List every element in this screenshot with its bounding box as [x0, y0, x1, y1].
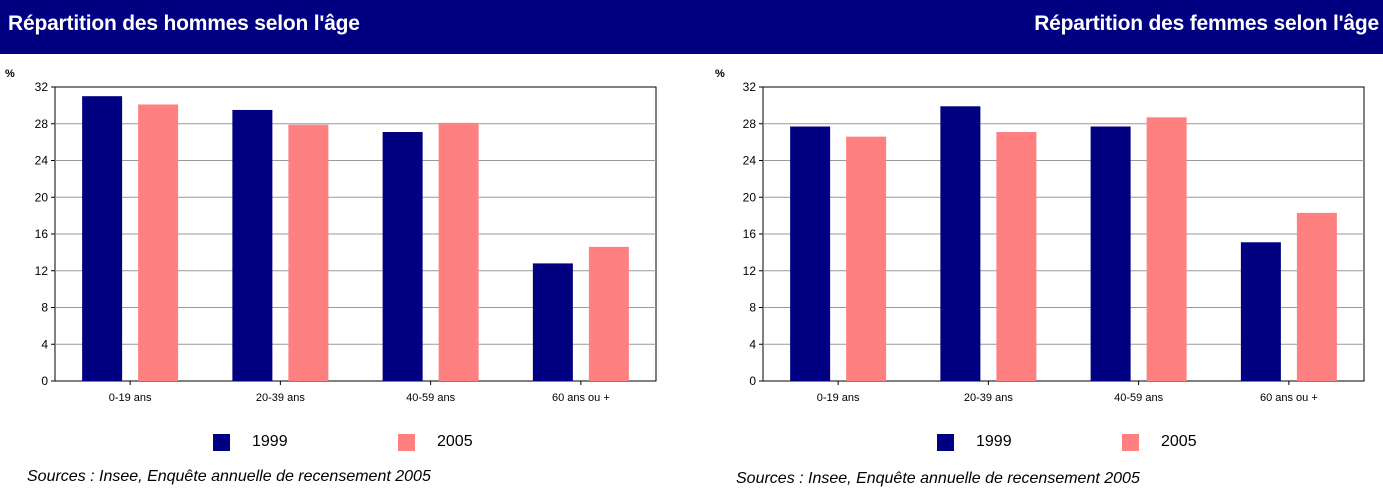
y-tick-label: 0 [41, 374, 48, 388]
bar-1999-4 [532, 263, 573, 381]
legend-label-1999: 1999 [252, 433, 288, 450]
bar-2005-1 [138, 104, 179, 382]
legend-swatch-2005 [1122, 433, 1139, 451]
bar-1999-3 [382, 132, 423, 381]
header-bar: Répartition des hommes selon l'âge Répar… [0, 0, 1383, 54]
x-tick-label: 0-19 ans [817, 392, 860, 404]
y-tick-label: 24 [35, 154, 49, 168]
legend-swatch-1999 [213, 433, 230, 451]
legend-item-1999: 1999 [213, 430, 288, 454]
bar-1999-1 [790, 126, 831, 381]
x-tick-label: 20-39 ans [256, 392, 305, 404]
bar-2005-1 [846, 136, 887, 381]
bar-1999-2 [232, 109, 273, 381]
y-axis-label: % [715, 68, 725, 80]
bar-2005-2 [288, 124, 329, 381]
bar-2005-4 [1296, 212, 1337, 381]
legend-label-2005: 2005 [437, 433, 473, 450]
y-tick-label: 16 [35, 227, 49, 241]
legend-men: 1999 2005 [0, 430, 690, 454]
y-tick-label: 24 [743, 154, 757, 168]
x-tick-label: 40-59 ans [1114, 392, 1163, 404]
chart-title-women: Répartition des femmes selon l'âge [1034, 12, 1379, 35]
x-tick-label: 60 ans ou + [1260, 392, 1318, 404]
chart-title-men: Répartition des hommes selon l'âge [8, 12, 360, 35]
y-tick-label: 0 [749, 374, 756, 388]
y-tick-label: 20 [743, 190, 757, 204]
bar-2005-3 [1146, 117, 1187, 381]
y-tick-label: 28 [35, 117, 49, 131]
y-tick-label: 20 [35, 190, 49, 204]
y-tick-label: 12 [35, 264, 49, 278]
legend-swatch-1999 [937, 433, 954, 451]
legend-item-2005: 2005 [1122, 430, 1197, 454]
x-tick-label: 20-39 ans [964, 392, 1013, 404]
source-note-men: Sources : Insee, Enquête annuelle de rec… [27, 468, 431, 485]
legend-item-1999: 1999 [937, 430, 1012, 454]
x-tick-label: 40-59 ans [406, 392, 455, 404]
y-tick-label: 32 [35, 80, 49, 94]
y-tick-label: 32 [743, 80, 757, 94]
y-tick-label: 12 [743, 264, 757, 278]
legend-swatch-2005 [398, 433, 415, 451]
legend-label-2005: 2005 [1161, 433, 1197, 450]
y-tick-label: 16 [743, 227, 757, 241]
bar-1999-3 [1090, 126, 1131, 381]
y-tick-label: 4 [749, 337, 756, 351]
x-tick-label: 0-19 ans [109, 392, 152, 404]
chart-men: 0 4 8 12 16 20 24 28 32% 0-19 ans 20-39 ans 40-59 a… [5, 68, 657, 404]
bar-2005-2 [996, 132, 1037, 381]
x-tick-label: 60 ans ou + [552, 392, 610, 404]
legend-women: 1999 2005 [0, 430, 1383, 454]
y-axis-label: % [5, 68, 15, 80]
legend-item-2005: 2005 [398, 430, 473, 454]
y-tick-label: 4 [41, 337, 48, 351]
y-tick-label: 8 [41, 301, 48, 315]
source-note-women: Sources : Insee, Enquête annuelle de rec… [736, 470, 1140, 487]
y-tick-label: 28 [743, 117, 757, 131]
bar-1999-2 [940, 106, 981, 381]
bar-1999-1 [82, 96, 123, 381]
bar-1999-4 [1240, 242, 1281, 381]
y-tick-label: 8 [749, 301, 756, 315]
legend-label-1999: 1999 [976, 433, 1012, 450]
chart-women: 0 4 8 12 16 20 24 28 32% 0-19 ans 20-39 ans 40-59 a… [715, 68, 1365, 404]
bar-2005-3 [438, 122, 479, 382]
bar-2005-4 [588, 246, 629, 381]
